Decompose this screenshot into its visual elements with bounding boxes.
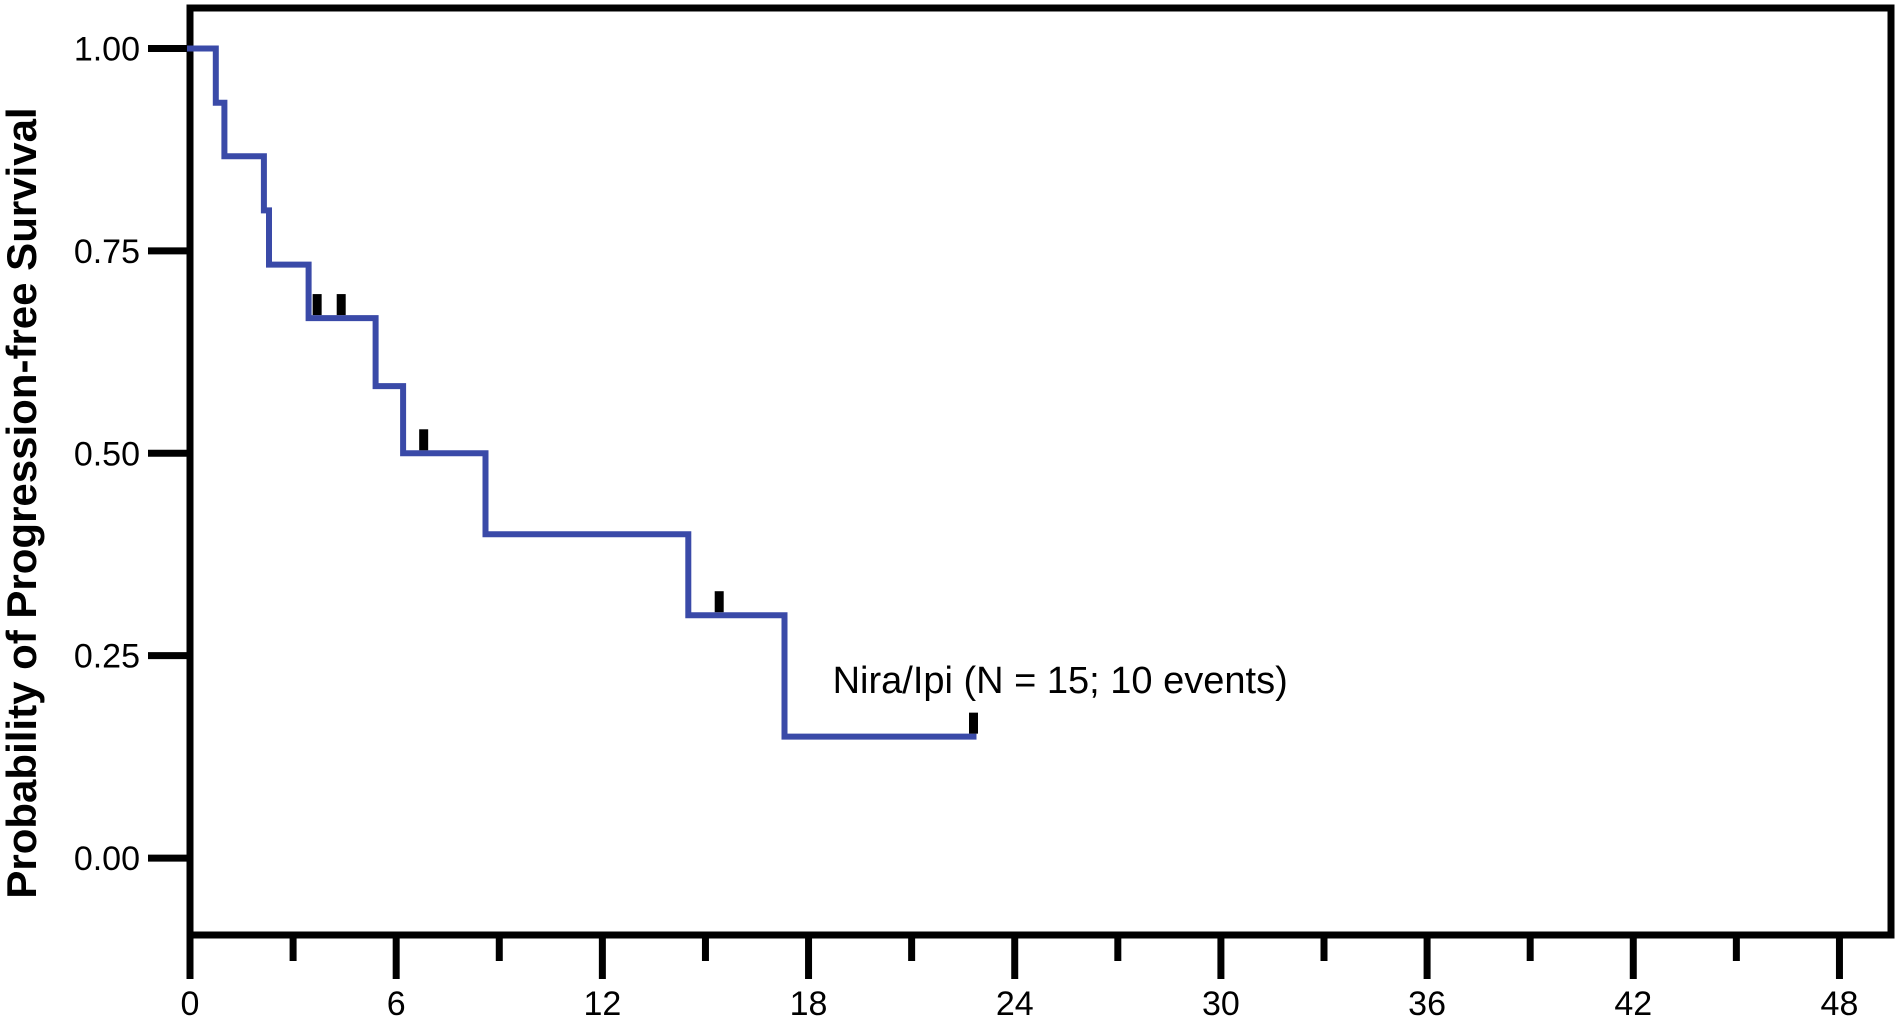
plot-frame <box>186 4 1895 939</box>
annotation-layer: Nira/Ipi (N = 15; 10 events) <box>833 660 1288 702</box>
x-tick-label: 0 <box>181 985 200 1023</box>
x-tick-label: 48 <box>1821 985 1859 1023</box>
y-axis-label: Probability of Progression-free Survival <box>0 107 45 898</box>
x-tick-label: 24 <box>996 985 1034 1023</box>
x-tick-label: 42 <box>1614 985 1652 1023</box>
y-tick-label: 0.75 <box>74 233 140 271</box>
x-tick-label: 36 <box>1408 985 1446 1023</box>
y-tick-label: 0.00 <box>74 840 140 878</box>
tick-labels: 0.00 0.25 0.50 0.75 1.00 0 6 12 18 24 30 36 42 48 <box>74 30 1859 1023</box>
y-tick-label: 0.50 <box>74 435 140 473</box>
x-tick-label: 30 <box>1202 985 1240 1023</box>
x-tick-label: 18 <box>790 985 828 1023</box>
x-tick-label: 12 <box>583 985 621 1023</box>
y-tick-label: 1.00 <box>74 30 140 68</box>
survival-curve <box>187 45 977 740</box>
plot-border <box>186 4 1895 939</box>
axis-ticks <box>148 44 1843 979</box>
series-layer <box>187 45 978 740</box>
y-tick-label: 0.25 <box>74 638 140 676</box>
series-annotation: Nira/Ipi (N = 15; 10 events) <box>833 660 1288 702</box>
x-tick-label: 6 <box>387 985 406 1023</box>
